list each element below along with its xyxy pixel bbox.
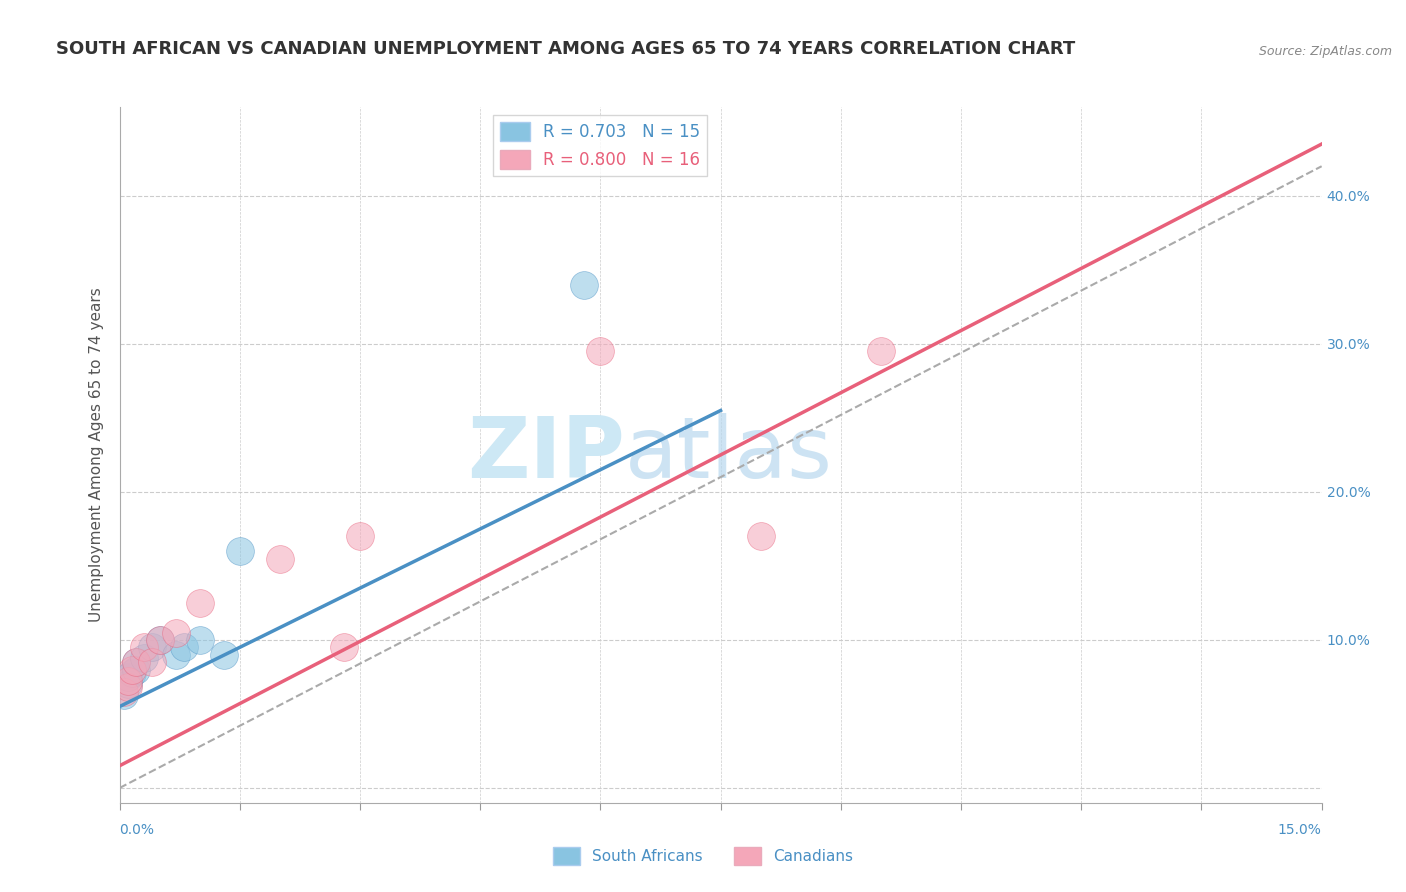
Point: [188, 632, 211, 647]
Point: [589, 344, 612, 359]
Point: [117, 681, 139, 695]
Point: [149, 632, 172, 647]
Y-axis label: Unemployment Among Ages 65 to 74 years: Unemployment Among Ages 65 to 74 years: [89, 287, 104, 623]
Text: Source: ZipAtlas.com: Source: ZipAtlas.com: [1258, 45, 1392, 58]
Point: [228, 544, 252, 558]
Point: [349, 529, 371, 543]
Point: [124, 663, 146, 677]
Point: [173, 640, 195, 655]
Text: SOUTH AFRICAN VS CANADIAN UNEMPLOYMENT AMONG AGES 65 TO 74 YEARS CORRELATION CHA: SOUTH AFRICAN VS CANADIAN UNEMPLOYMENT A…: [56, 40, 1076, 58]
Point: [165, 648, 187, 662]
Point: [124, 655, 146, 669]
Text: ZIP: ZIP: [467, 413, 624, 497]
Point: [112, 688, 135, 702]
Point: [132, 650, 155, 665]
Text: 15.0%: 15.0%: [1278, 823, 1322, 837]
Text: 0.0%: 0.0%: [120, 823, 155, 837]
Point: [117, 677, 139, 691]
Point: [149, 632, 172, 647]
Point: [121, 665, 143, 680]
Point: [269, 551, 291, 566]
Point: [141, 655, 163, 669]
Point: [165, 625, 187, 640]
Point: [141, 640, 163, 655]
Point: [132, 640, 155, 655]
Point: [869, 344, 893, 359]
Legend: South Africans, Canadians: South Africans, Canadians: [547, 841, 859, 871]
Point: [121, 663, 143, 677]
Point: [749, 529, 772, 543]
Text: atlas: atlas: [624, 413, 832, 497]
Point: [117, 674, 139, 689]
Point: [117, 670, 139, 684]
Point: [212, 648, 235, 662]
Point: [112, 685, 135, 699]
Point: [188, 596, 211, 610]
Point: [333, 640, 356, 655]
Point: [574, 277, 596, 292]
Point: [124, 655, 146, 669]
Legend: R = 0.703   N = 15, R = 0.800   N = 16: R = 0.703 N = 15, R = 0.800 N = 16: [494, 115, 707, 176]
